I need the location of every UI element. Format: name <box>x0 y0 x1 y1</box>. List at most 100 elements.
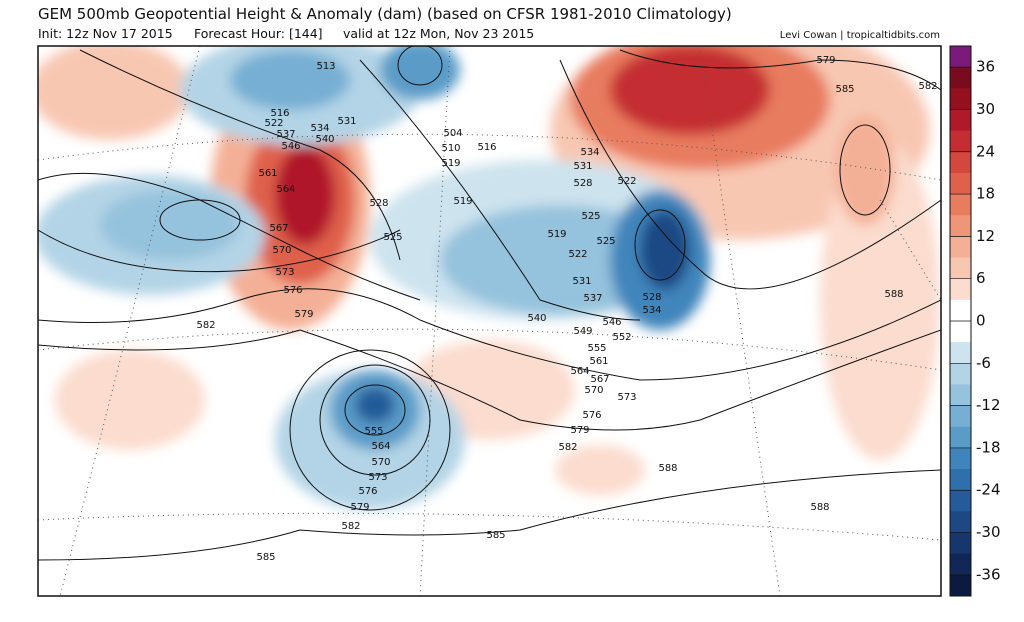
contour-label: 561 <box>258 168 277 179</box>
contour-label: 588 <box>658 463 677 474</box>
contour-label: 516 <box>270 108 289 119</box>
contour-label: 582 <box>341 521 360 532</box>
colorbar-swatch <box>950 299 971 322</box>
contour-label: 531 <box>573 161 592 172</box>
colorbar-tick-label: -12 <box>976 396 1001 414</box>
contour-label: 525 <box>383 232 402 243</box>
colorbar-swatch <box>950 574 971 597</box>
graticule <box>38 46 941 596</box>
contour-label: 582 <box>558 442 577 453</box>
contour-label: 522 <box>617 176 636 187</box>
colorbar-tick-label: 12 <box>976 227 995 245</box>
contour-label: 546 <box>602 317 621 328</box>
contour-label: 576 <box>283 285 302 296</box>
contour-label: 576 <box>358 486 377 497</box>
contour-label: 573 <box>368 472 387 483</box>
contour-label: 588 <box>884 289 903 300</box>
contour-label: 585 <box>256 552 275 563</box>
contour-label: 534 <box>310 123 329 134</box>
colorbar-swatch <box>950 194 971 216</box>
contour-label: 576 <box>582 410 601 421</box>
contour-label: 561 <box>589 356 608 367</box>
contour-label: 579 <box>570 425 589 436</box>
contour-label: 582 <box>196 320 215 331</box>
colorbar-tick-label: 0 <box>976 312 986 330</box>
contour-label: 519 <box>441 158 460 169</box>
colorbar-swatch <box>950 363 971 385</box>
colorbar-tick-label: 36 <box>976 58 995 76</box>
colorbar-swatch <box>950 215 971 237</box>
contour-label: 555 <box>587 343 606 354</box>
colorbar-tick-label: 30 <box>976 100 995 118</box>
contour-label: 552 <box>612 332 631 343</box>
contour-label: 540 <box>315 134 334 145</box>
contour-label: 546 <box>281 141 300 152</box>
contour-label: 570 <box>272 245 291 256</box>
colorbar-swatch <box>950 532 971 555</box>
colorbar-tick-label: -18 <box>976 438 1001 456</box>
contour-label: 588 <box>810 502 829 513</box>
forecast-hour: Forecast Hour: [144] <box>194 26 323 41</box>
contour-label: 579 <box>816 55 835 66</box>
colorbar-swatch <box>950 172 971 195</box>
contour-label: 570 <box>371 457 390 468</box>
contour-label: 564 <box>570 366 589 377</box>
colorbar-swatch <box>950 67 971 89</box>
title: GEM 500mb Geopotential Height & Anomaly … <box>38 5 732 23</box>
contour-label: 528 <box>642 292 661 303</box>
colorbar-swatch <box>950 257 971 280</box>
colorbar-swatch <box>950 405 971 428</box>
contour-label: 585 <box>835 84 854 95</box>
colorbar-tick-label: 24 <box>976 142 995 160</box>
contour-label: 564 <box>371 441 390 452</box>
colorbar-swatch <box>950 342 971 364</box>
colorbar-swatch <box>950 151 971 174</box>
colorbar-swatch <box>950 553 971 576</box>
colorbar-swatch <box>950 511 971 534</box>
colorbar-swatch <box>950 130 971 153</box>
colorbar-tick-label: -24 <box>976 481 1001 499</box>
contour-label: 534 <box>580 147 599 158</box>
colorbar-swatch <box>950 46 971 68</box>
colorbar-swatch <box>950 384 971 407</box>
contour-label: 519 <box>547 229 566 240</box>
contour-label: 573 <box>275 267 294 278</box>
colorbar-swatch <box>950 278 971 301</box>
contour-label: 549 <box>573 326 592 337</box>
colorbar-swatch <box>950 88 971 110</box>
contour-label: 564 <box>276 184 295 195</box>
contour-label: 570 <box>584 385 603 396</box>
contour-label: 567 <box>590 374 609 385</box>
contour-label: 528 <box>369 198 388 209</box>
colorbar-swatch <box>950 490 971 512</box>
contour-label: 528 <box>573 178 592 189</box>
contour-label: 579 <box>350 502 369 513</box>
colorbar-tick-label: -36 <box>976 565 1001 583</box>
credit: Levi Cowan | tropicaltidbits.com <box>780 30 940 41</box>
valid-time: valid at 12z Mon, Nov 23 2015 <box>343 26 534 41</box>
colorbar-tick-label: -6 <box>976 354 991 372</box>
contour-labels: 5135165225375345315465405615645675705735… <box>196 55 937 563</box>
colorbar-swatch <box>950 109 971 132</box>
colorbar-swatch <box>950 321 971 343</box>
contour-label: 585 <box>486 530 505 541</box>
contour-label: 579 <box>294 309 313 320</box>
contour-label: 555 <box>364 426 383 437</box>
colorbar-swatch <box>950 426 971 449</box>
contour-label: 525 <box>596 236 615 247</box>
map-frame <box>37 45 942 597</box>
colorbar-tick-label: -30 <box>976 523 1001 541</box>
contour-label: 510 <box>441 143 460 154</box>
colorbar-swatch <box>950 447 971 470</box>
contour-label: 525 <box>581 211 600 222</box>
contour-label: 537 <box>583 293 602 304</box>
contour-label: 540 <box>527 313 546 324</box>
colorbar-tick-label: 18 <box>976 185 995 203</box>
height-contours <box>38 46 941 561</box>
colorbar: 36 30 24 18 12 6 0 -6 -12 -18 -24 -30 -36 <box>949 45 1001 597</box>
colorbar-swatch <box>950 236 971 259</box>
contour-label: 513 <box>316 61 335 72</box>
contour-label: 504 <box>443 128 462 139</box>
contour-label: 531 <box>572 276 591 287</box>
init: Init: 12z Nov 17 2015 <box>38 26 173 41</box>
